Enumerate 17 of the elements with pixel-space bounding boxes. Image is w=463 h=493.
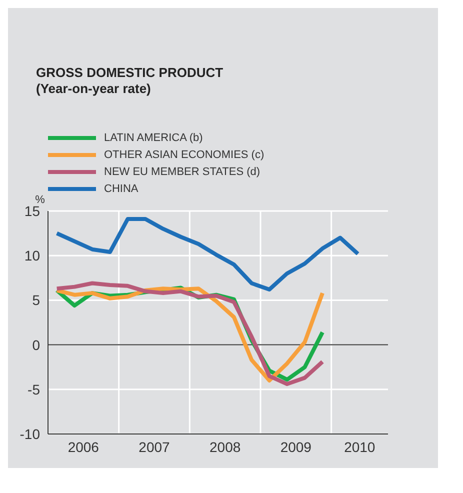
y-tick-label: 0 [32,336,40,353]
x-tick-label: 2006 [68,438,100,455]
y-tick-label: 10 [24,248,40,264]
chart-subtitle: (Year-on-year rate) [36,81,152,97]
x-tick-label: 2010 [344,438,376,455]
y-tick-label: -10 [20,426,40,442]
line-series [54,217,360,292]
y-tick-label: -5 [28,381,40,398]
y-tick-label: 5 [32,292,40,308]
x-tick-label: 2007 [138,438,170,455]
legend-label: OTHER ASIAN ECONOMIES (c) [104,148,264,160]
legend-label: NEW EU MEMBER STATES (d) [104,166,260,178]
chart-title: GROSS DOMESTIC PRODUCT [36,65,224,81]
legend-label: CHINA [104,182,138,194]
x-tick-label: 2008 [210,438,241,455]
legend-label: LATIN AMERICA (b) [104,132,203,144]
x-tick-label: 2009 [280,438,312,455]
